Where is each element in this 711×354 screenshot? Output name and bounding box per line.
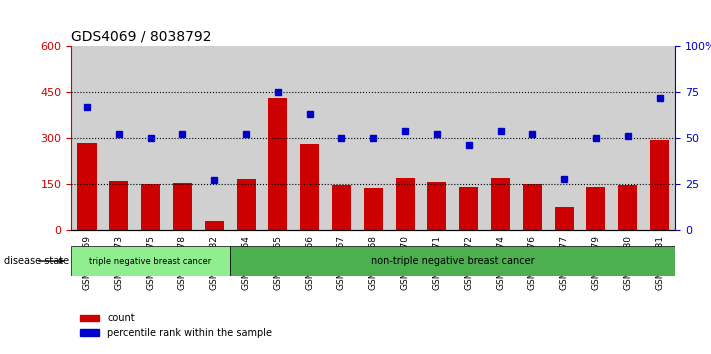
Bar xyxy=(485,46,516,230)
Bar xyxy=(326,46,358,230)
Bar xyxy=(491,178,510,230)
Bar xyxy=(198,46,230,230)
Text: non-triple negative breast cancer: non-triple negative breast cancer xyxy=(371,256,535,266)
Bar xyxy=(395,178,415,230)
Bar xyxy=(268,98,287,230)
Bar xyxy=(421,46,453,230)
Bar xyxy=(358,46,389,230)
Bar xyxy=(332,185,351,230)
Bar xyxy=(650,140,669,230)
Bar xyxy=(109,181,129,230)
Bar xyxy=(587,187,606,230)
Bar xyxy=(427,182,447,230)
Bar xyxy=(230,46,262,230)
Bar xyxy=(523,184,542,230)
Bar xyxy=(643,46,675,230)
Bar xyxy=(612,46,643,230)
Bar xyxy=(103,46,134,230)
Bar xyxy=(134,46,166,230)
Bar xyxy=(173,183,192,230)
Bar xyxy=(205,221,224,230)
Text: disease state: disease state xyxy=(4,256,69,266)
Bar xyxy=(618,185,637,230)
Text: GDS4069 / 8038792: GDS4069 / 8038792 xyxy=(71,29,212,44)
Legend: count, percentile rank within the sample: count, percentile rank within the sample xyxy=(76,309,276,342)
FancyBboxPatch shape xyxy=(71,246,230,276)
Bar xyxy=(555,207,574,230)
Bar xyxy=(548,46,580,230)
Bar xyxy=(141,184,160,230)
Bar xyxy=(300,144,319,230)
Bar xyxy=(77,143,97,230)
Bar xyxy=(364,188,383,230)
Bar xyxy=(166,46,198,230)
Bar xyxy=(294,46,326,230)
Bar xyxy=(237,179,255,230)
FancyBboxPatch shape xyxy=(230,246,675,276)
Bar xyxy=(580,46,612,230)
Bar xyxy=(453,46,485,230)
Text: triple negative breast cancer: triple negative breast cancer xyxy=(90,257,212,266)
Bar xyxy=(389,46,421,230)
Bar xyxy=(516,46,548,230)
Bar xyxy=(262,46,294,230)
Bar xyxy=(71,46,103,230)
Bar xyxy=(459,187,479,230)
